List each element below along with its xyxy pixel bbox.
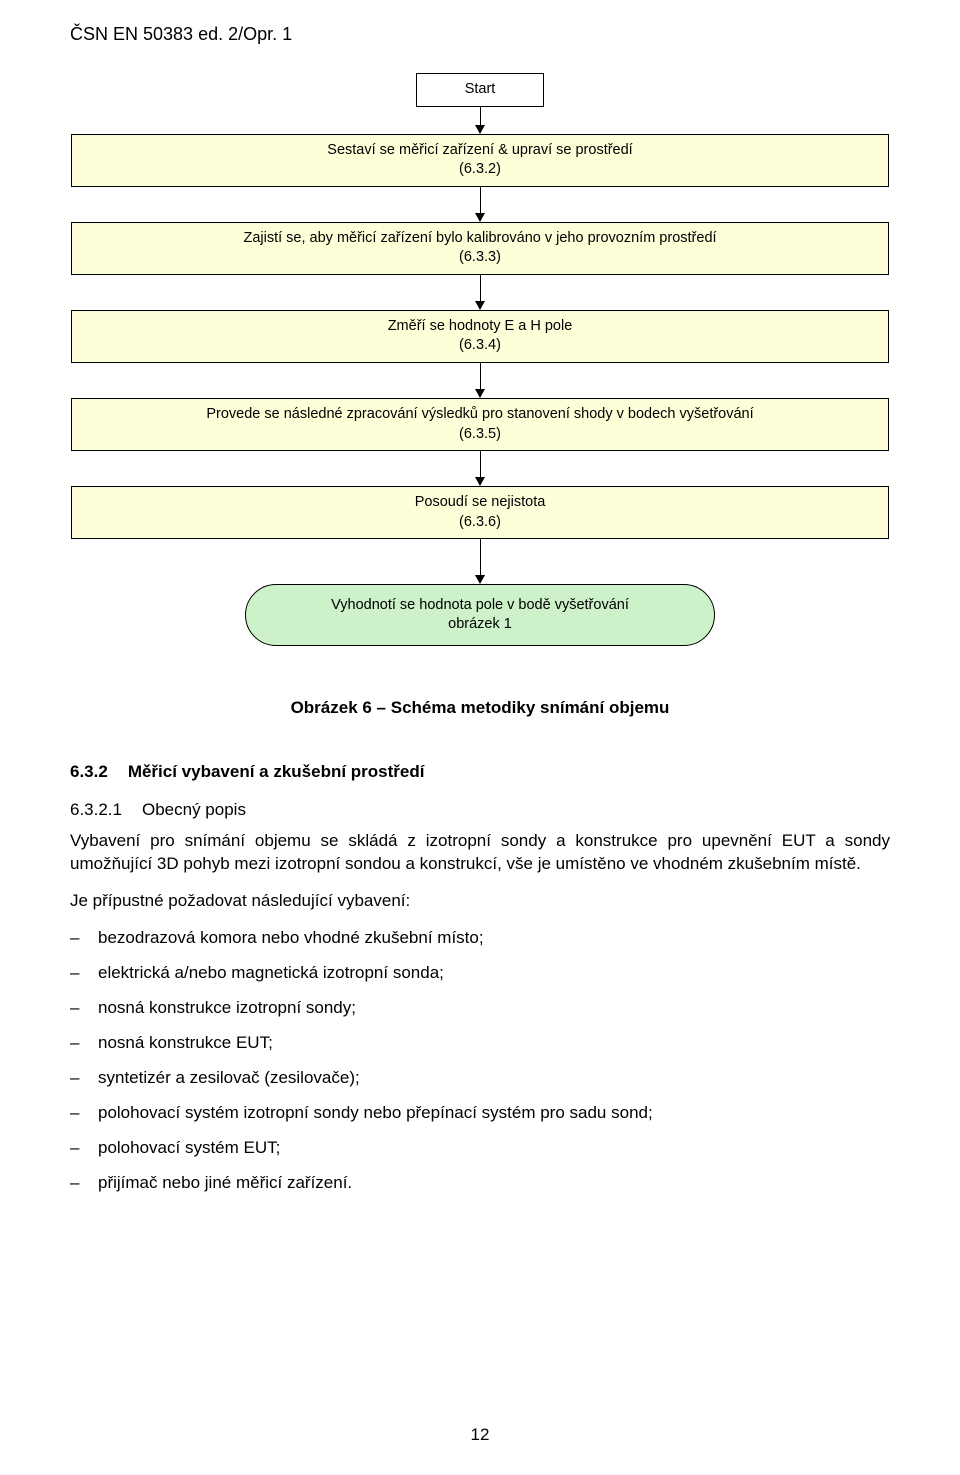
list-item: nosná konstrukce EUT; xyxy=(70,1032,890,1055)
document-header: ČSN EN 50383 ed. 2/Opr. 1 xyxy=(70,24,890,45)
flow-terminator-ref: obrázek 1 xyxy=(448,615,512,635)
subsection-title: Obecný popis xyxy=(142,800,246,819)
page-number: 12 xyxy=(0,1425,960,1445)
requirements-list: bezodrazová komora nebo vhodné zkušební … xyxy=(70,927,890,1195)
subsection-heading: 6.3.2.1 Obecný popis xyxy=(70,800,890,820)
flow-step-ref: (6.3.2) xyxy=(82,160,878,180)
flowchart: Start Sestaví se měřicí zařízení & upraví… xyxy=(70,73,890,646)
subsection-number: 6.3.2.1 xyxy=(70,800,122,820)
flow-arrow-icon xyxy=(475,107,485,134)
flow-step-ref: (6.3.6) xyxy=(82,513,878,533)
flow-step: Provede se následné zpracování výsledků … xyxy=(71,398,889,451)
flow-step-ref: (6.3.5) xyxy=(82,425,878,445)
flow-terminator: Vyhodnotí se hodnota pole v bodě vyšetřo… xyxy=(245,584,715,646)
flow-arrow-icon xyxy=(475,275,485,310)
flow-arrow-icon xyxy=(475,451,485,486)
flow-step-text: Posoudí se nejistota xyxy=(415,494,546,510)
list-item: polohovací systém izotropní sondy nebo p… xyxy=(70,1102,890,1125)
list-item: nosná konstrukce izotropní sondy; xyxy=(70,997,890,1020)
flow-arrow-icon xyxy=(475,539,485,584)
list-item: přijímač nebo jiné měřicí zařízení. xyxy=(70,1172,890,1195)
flow-step: Sestaví se měřicí zařízení & upraví se p… xyxy=(71,134,889,187)
list-item: bezodrazová komora nebo vhodné zkušební … xyxy=(70,927,890,950)
list-item: polohovací systém EUT; xyxy=(70,1137,890,1160)
section-title: Měřicí vybavení a zkušební prostředí xyxy=(128,762,425,781)
paragraph: Je přípustné požadovat následující vybav… xyxy=(70,890,890,913)
flow-step-text: Provede se následné zpracování výsledků … xyxy=(206,406,753,422)
flow-arrow-icon xyxy=(475,187,485,222)
flow-terminator-text: Vyhodnotí se hodnota pole v bodě vyšetřo… xyxy=(331,596,629,616)
list-item: elektrická a/nebo magnetická izotropní s… xyxy=(70,962,890,985)
flow-step-text: Změří se hodnoty E a H pole xyxy=(388,318,573,334)
flow-arrow-icon xyxy=(475,363,485,398)
flow-step: Zajistí se, aby měřicí zařízení bylo kal… xyxy=(71,222,889,275)
flow-step-text: Sestaví se měřicí zařízení & upraví se p… xyxy=(327,142,632,158)
list-item: syntetizér a zesilovač (zesilovače); xyxy=(70,1067,890,1090)
section-number: 6.3.2 xyxy=(70,762,108,782)
page: ČSN EN 50383 ed. 2/Opr. 1 Start Sestaví s… xyxy=(0,0,960,1475)
flow-step-text: Zajistí se, aby měřicí zařízení bylo kal… xyxy=(243,230,716,246)
figure-caption: Obrázek 6 – Schéma metodiky snímání obje… xyxy=(70,698,890,718)
paragraph: Vybavení pro snímání objemu se skládá z … xyxy=(70,830,890,876)
flow-step-ref: (6.3.4) xyxy=(82,336,878,356)
flow-step-ref: (6.3.3) xyxy=(82,248,878,268)
flow-start: Start xyxy=(416,73,544,107)
flow-step: Posoudí se nejistota (6.3.6) xyxy=(71,486,889,539)
flow-step: Změří se hodnoty E a H pole (6.3.4) xyxy=(71,310,889,363)
section-heading: 6.3.2 Měřicí vybavení a zkušební prostřed… xyxy=(70,762,890,782)
